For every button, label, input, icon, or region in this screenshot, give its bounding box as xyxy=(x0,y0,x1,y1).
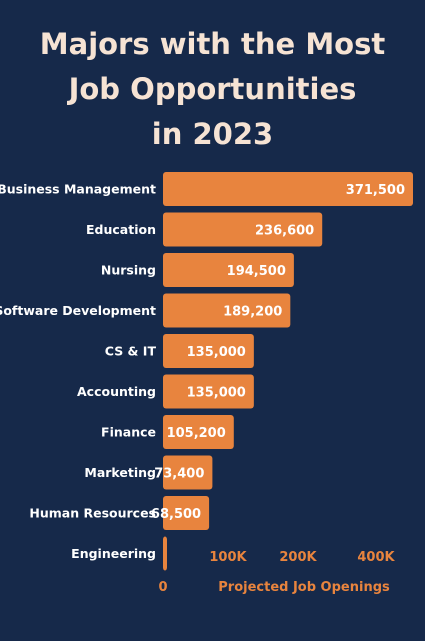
chart-title: Majors with the Most Job Opportunities i… xyxy=(0,22,425,157)
x-tick-0: 0 xyxy=(158,580,167,595)
chart-title-line-1: Majors with the Most xyxy=(39,27,386,61)
x-axis-ticks: 0 100K 200K 400K xyxy=(158,550,395,595)
x-tick-100k: 100K xyxy=(209,550,247,565)
category-label-human-resources: Human Resources xyxy=(29,506,156,521)
category-label-software-development: Software Development xyxy=(0,303,156,318)
bar-education xyxy=(163,212,323,247)
value-label-education: 236,600 xyxy=(255,224,314,239)
chart-title-line-2: Job Opportunities xyxy=(68,72,357,106)
value-label-marketing: 73,400 xyxy=(154,467,204,482)
category-label-business-management: Business Management xyxy=(0,182,156,197)
x-axis-title: Projected Job Openings xyxy=(218,580,390,595)
bars-group xyxy=(163,172,413,571)
bar-business-management xyxy=(163,172,413,206)
bar-engineering xyxy=(163,536,167,571)
x-tick-200k: 200K xyxy=(279,550,317,565)
bar-marketing xyxy=(163,455,213,490)
value-label-nursing: 194,500 xyxy=(227,264,286,279)
value-label-software-development: 189,200 xyxy=(223,305,282,320)
value-label-accounting: 135,000 xyxy=(187,386,246,401)
chart-title-line-3: in 2023 xyxy=(151,117,274,151)
category-labels: Business Management Education Nursing Softw… xyxy=(0,182,156,562)
bar-software-development xyxy=(163,293,291,328)
category-label-marketing: Marketing xyxy=(84,465,156,480)
value-label-business-management: 371,500 xyxy=(346,183,405,198)
category-label-cs-and-it: CS & IT xyxy=(105,344,157,359)
bar-nursing xyxy=(163,253,294,287)
category-label-nursing: Nursing xyxy=(101,263,156,278)
category-label-accounting: Accounting xyxy=(77,384,156,399)
value-label-human-resources: 68,500 xyxy=(151,507,201,522)
category-label-finance: Finance xyxy=(101,425,156,440)
category-label-engineering: Engineering xyxy=(71,546,156,561)
x-tick-400k: 400K xyxy=(357,550,395,565)
bar-accounting xyxy=(163,374,254,409)
value-label-finance: 105,200 xyxy=(167,426,226,441)
bar-finance xyxy=(163,415,234,449)
bar-human-resources xyxy=(163,496,210,530)
value-label-cs-and-it: 135,000 xyxy=(187,345,246,360)
value-labels: 371,500 236,600 194,500 189,200 135,000 135,0… xyxy=(151,183,405,522)
bar-cs-and-it xyxy=(163,334,254,368)
category-label-education: Education xyxy=(86,222,156,237)
